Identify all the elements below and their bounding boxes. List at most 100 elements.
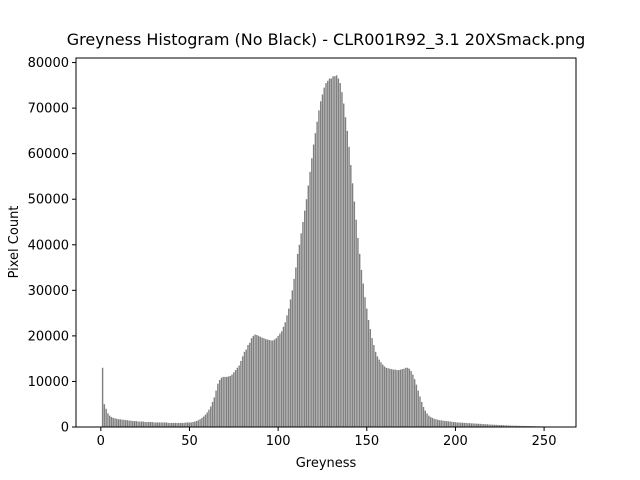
y-tick-label: 40000	[28, 238, 69, 253]
bar	[362, 283, 364, 427]
bar	[295, 267, 297, 427]
bar	[350, 165, 352, 428]
bar	[300, 233, 302, 427]
bar	[518, 425, 520, 427]
bar	[174, 422, 176, 427]
bar	[213, 397, 216, 427]
bar	[312, 144, 315, 428]
bar	[507, 425, 510, 427]
bar	[314, 133, 317, 427]
bar	[254, 334, 256, 427]
bar	[383, 366, 386, 427]
bar	[241, 356, 244, 427]
bar	[293, 278, 295, 427]
bar	[438, 420, 441, 427]
bar	[256, 334, 258, 427]
bar	[296, 253, 299, 427]
bar	[497, 424, 499, 427]
bar	[234, 370, 237, 427]
bar	[167, 422, 169, 427]
bar	[470, 423, 473, 427]
bar	[158, 422, 161, 427]
bar	[351, 183, 354, 427]
x-axis-label: Greyness	[296, 456, 357, 471]
bar	[165, 422, 168, 427]
y-tick-label: 60000	[28, 147, 69, 162]
bar	[245, 349, 247, 427]
bar	[240, 360, 242, 427]
bar	[468, 423, 471, 427]
bar	[318, 110, 320, 427]
bar	[396, 370, 398, 427]
bar	[284, 322, 286, 427]
bar	[366, 308, 368, 427]
bar	[401, 369, 403, 427]
bar	[506, 425, 508, 427]
bar	[272, 340, 274, 427]
bar	[121, 419, 123, 427]
bar	[429, 416, 432, 427]
bar	[238, 365, 240, 427]
bar	[231, 374, 233, 427]
bar	[206, 412, 208, 427]
bar	[210, 406, 212, 427]
bar	[328, 78, 331, 427]
bar	[442, 420, 444, 427]
bar	[488, 424, 490, 427]
bar	[227, 376, 230, 427]
bar	[451, 421, 453, 427]
bar	[499, 424, 501, 427]
bar	[298, 244, 301, 427]
bar	[144, 421, 146, 427]
bar	[367, 319, 370, 427]
bar	[110, 416, 113, 427]
bar	[433, 418, 435, 427]
bar	[380, 362, 382, 427]
bar	[108, 415, 111, 427]
bar	[325, 83, 327, 428]
bar	[116, 418, 118, 427]
bar	[252, 335, 255, 427]
bar	[195, 421, 198, 427]
bar	[291, 290, 294, 427]
bar	[456, 422, 458, 427]
bar	[197, 420, 200, 427]
bar	[335, 75, 338, 428]
bar	[520, 425, 522, 427]
bar	[302, 222, 304, 427]
y-tick-label: 10000	[28, 375, 69, 390]
bar	[211, 401, 214, 427]
bar	[397, 370, 400, 427]
bar	[399, 369, 402, 427]
bar	[316, 121, 318, 428]
bar	[135, 421, 137, 427]
bar	[454, 422, 457, 427]
bar	[431, 417, 434, 427]
bar	[130, 420, 132, 427]
bar	[419, 396, 421, 427]
bar	[257, 335, 260, 427]
bar	[199, 419, 201, 427]
bar	[186, 422, 189, 427]
y-tick-label: 50000	[28, 193, 69, 208]
bar	[523, 425, 526, 427]
bar	[124, 420, 127, 427]
bar	[426, 413, 428, 427]
bar	[341, 92, 343, 428]
bar	[107, 413, 109, 427]
bar	[151, 421, 153, 427]
bar	[229, 375, 231, 427]
bar	[323, 87, 325, 427]
bar	[275, 338, 278, 427]
bar	[309, 171, 311, 427]
bar	[516, 425, 519, 427]
bar	[249, 342, 251, 427]
bar	[233, 372, 235, 427]
bar	[452, 421, 455, 427]
bar	[493, 424, 496, 427]
bar	[185, 422, 187, 427]
bar	[339, 83, 341, 428]
bar	[445, 421, 448, 427]
bar	[133, 421, 136, 427]
